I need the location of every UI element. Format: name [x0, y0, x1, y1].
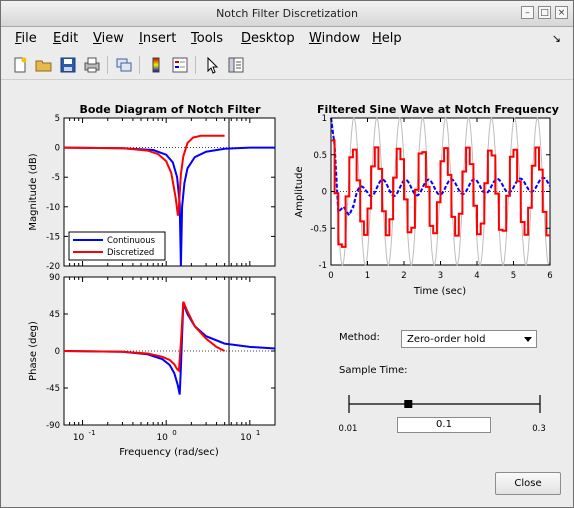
- phase-continuous-line: [63, 302, 276, 395]
- phase-tick-label: 90: [49, 273, 60, 283]
- time-tick-label: 0: [328, 271, 333, 281]
- magnitude-ylabel: Magnitude (dB): [28, 153, 39, 230]
- time-tick-label: 6: [547, 271, 552, 281]
- time-tick-label: 3: [438, 271, 443, 281]
- magnitude-tick-label: 5: [55, 114, 60, 124]
- slider-max-label: 0.3: [532, 424, 546, 434]
- window-title: Notch Filter Discretization: [216, 7, 358, 20]
- colorbar-icon[interactable]: [146, 55, 166, 75]
- maximize-button[interactable]: □: [538, 6, 551, 19]
- menu-insert[interactable]: Insert: [139, 31, 177, 46]
- legend-discretized: Discretized: [107, 248, 154, 258]
- method-dropdown[interactable]: Zero-order hold: [401, 330, 537, 348]
- sine-ylabel: Amplitude: [294, 166, 305, 217]
- legend-icon[interactable]: [170, 55, 190, 75]
- menu-tools[interactable]: Tools: [191, 31, 224, 46]
- chevron-down-icon: [524, 337, 532, 342]
- menu-file[interactable]: File: [15, 31, 37, 46]
- dock-arrow-icon[interactable]: ↘: [551, 32, 561, 45]
- amplitude-tick-label: 0: [322, 188, 327, 198]
- time-tick-label: 4: [474, 271, 479, 281]
- frequency-tick-label: 10: [73, 433, 85, 443]
- close-window-button[interactable]: ×: [555, 6, 568, 19]
- menu-view[interactable]: View: [93, 31, 124, 46]
- phase-tick-label: 45: [49, 310, 60, 320]
- toolbar-separator: [195, 56, 196, 74]
- frequency-tick-label: 10: [240, 433, 252, 443]
- sample-time-label: Sample Time:: [339, 365, 408, 376]
- frequency-tick-exponent: 1: [256, 429, 260, 437]
- frequency-tick-exponent: 0: [172, 429, 176, 437]
- menu-bar: File Edit View Insert Tools Desktop Wind…: [1, 27, 573, 50]
- amplitude-tick-label: 0.5: [313, 151, 327, 161]
- magnitude-tick-label: -5: [52, 173, 60, 183]
- method-label: Method:: [339, 332, 380, 343]
- menu-window[interactable]: Window: [309, 31, 361, 46]
- frequency-tick-exponent: -1: [89, 429, 96, 437]
- toolbar-separator: [139, 56, 140, 74]
- sine-title: Filtered Sine Wave at Notch Frequency: [317, 103, 559, 116]
- menu-help[interactable]: Help: [372, 31, 402, 46]
- amplitude-tick-label: -1: [319, 261, 327, 271]
- menu-edit[interactable]: Edit: [53, 31, 79, 46]
- phase-tick-label: -90: [46, 421, 60, 431]
- new-figure-icon[interactable]: [10, 55, 30, 75]
- property-editor-icon[interactable]: [226, 55, 246, 75]
- title-bar: Notch Filter Discretization – □ ×: [1, 1, 573, 27]
- figure-canvas: Bode Diagram of Notch Filter 5 0 -5 -10 -15-…: [3, 82, 569, 502]
- pointer-icon[interactable]: [202, 55, 222, 75]
- method-value: Zero-order hold: [407, 334, 486, 345]
- open-file-icon[interactable]: [34, 55, 54, 75]
- sine-continuous-line: [330, 117, 551, 218]
- link-icon[interactable]: [114, 55, 134, 75]
- sample-slider-thumb[interactable]: [404, 400, 413, 408]
- frequency-tick-label: 10: [156, 433, 168, 443]
- bode-legend: [68, 231, 166, 261]
- magnitude-tick-label: -15: [46, 232, 60, 242]
- amplitude-tick-label: -0.5: [310, 224, 327, 234]
- slider-min-label: 0.01: [339, 424, 358, 434]
- time-tick-label: 1: [365, 271, 370, 281]
- save-icon[interactable]: [58, 55, 78, 75]
- magnitude-tick-label: 0: [55, 144, 60, 154]
- close-button[interactable]: Close: [495, 472, 561, 495]
- phase-ylabel: Phase (deg): [28, 321, 39, 381]
- phase-tick-label: 0: [55, 347, 60, 357]
- toolbar: [1, 51, 573, 80]
- toolbar-separator: [107, 56, 108, 74]
- magnitude-tick-label: -20: [46, 262, 60, 272]
- amplitude-tick-label: 1: [322, 114, 327, 124]
- time-tick-label: 5: [511, 271, 516, 281]
- sample-time-field[interactable]: 0.1: [397, 417, 491, 433]
- phase-discretized-line: [63, 301, 226, 373]
- legend-continuous: Continuous: [107, 236, 156, 246]
- print-icon[interactable]: [82, 55, 102, 75]
- sine-discretized-line: [331, 139, 550, 248]
- plot-area: Bode Diagram of Notch Filter 50-5-10-15-…: [28, 103, 559, 458]
- bode-xlabel: Frequency (rad/sec): [119, 447, 219, 458]
- magnitude-tick-label: -10: [46, 203, 60, 213]
- time-tick-label: 2: [401, 271, 406, 281]
- magnitude-continuous-line: [63, 146, 275, 267]
- magnitude-discretized-line: [63, 134, 225, 216]
- phase-tick-label: -45: [46, 384, 60, 394]
- sine-xlabel: Time (sec): [413, 286, 466, 297]
- bode-title: Bode Diagram of Notch Filter: [79, 103, 261, 116]
- minimize-button[interactable]: –: [521, 6, 534, 19]
- menu-desktop[interactable]: Desktop: [241, 31, 295, 46]
